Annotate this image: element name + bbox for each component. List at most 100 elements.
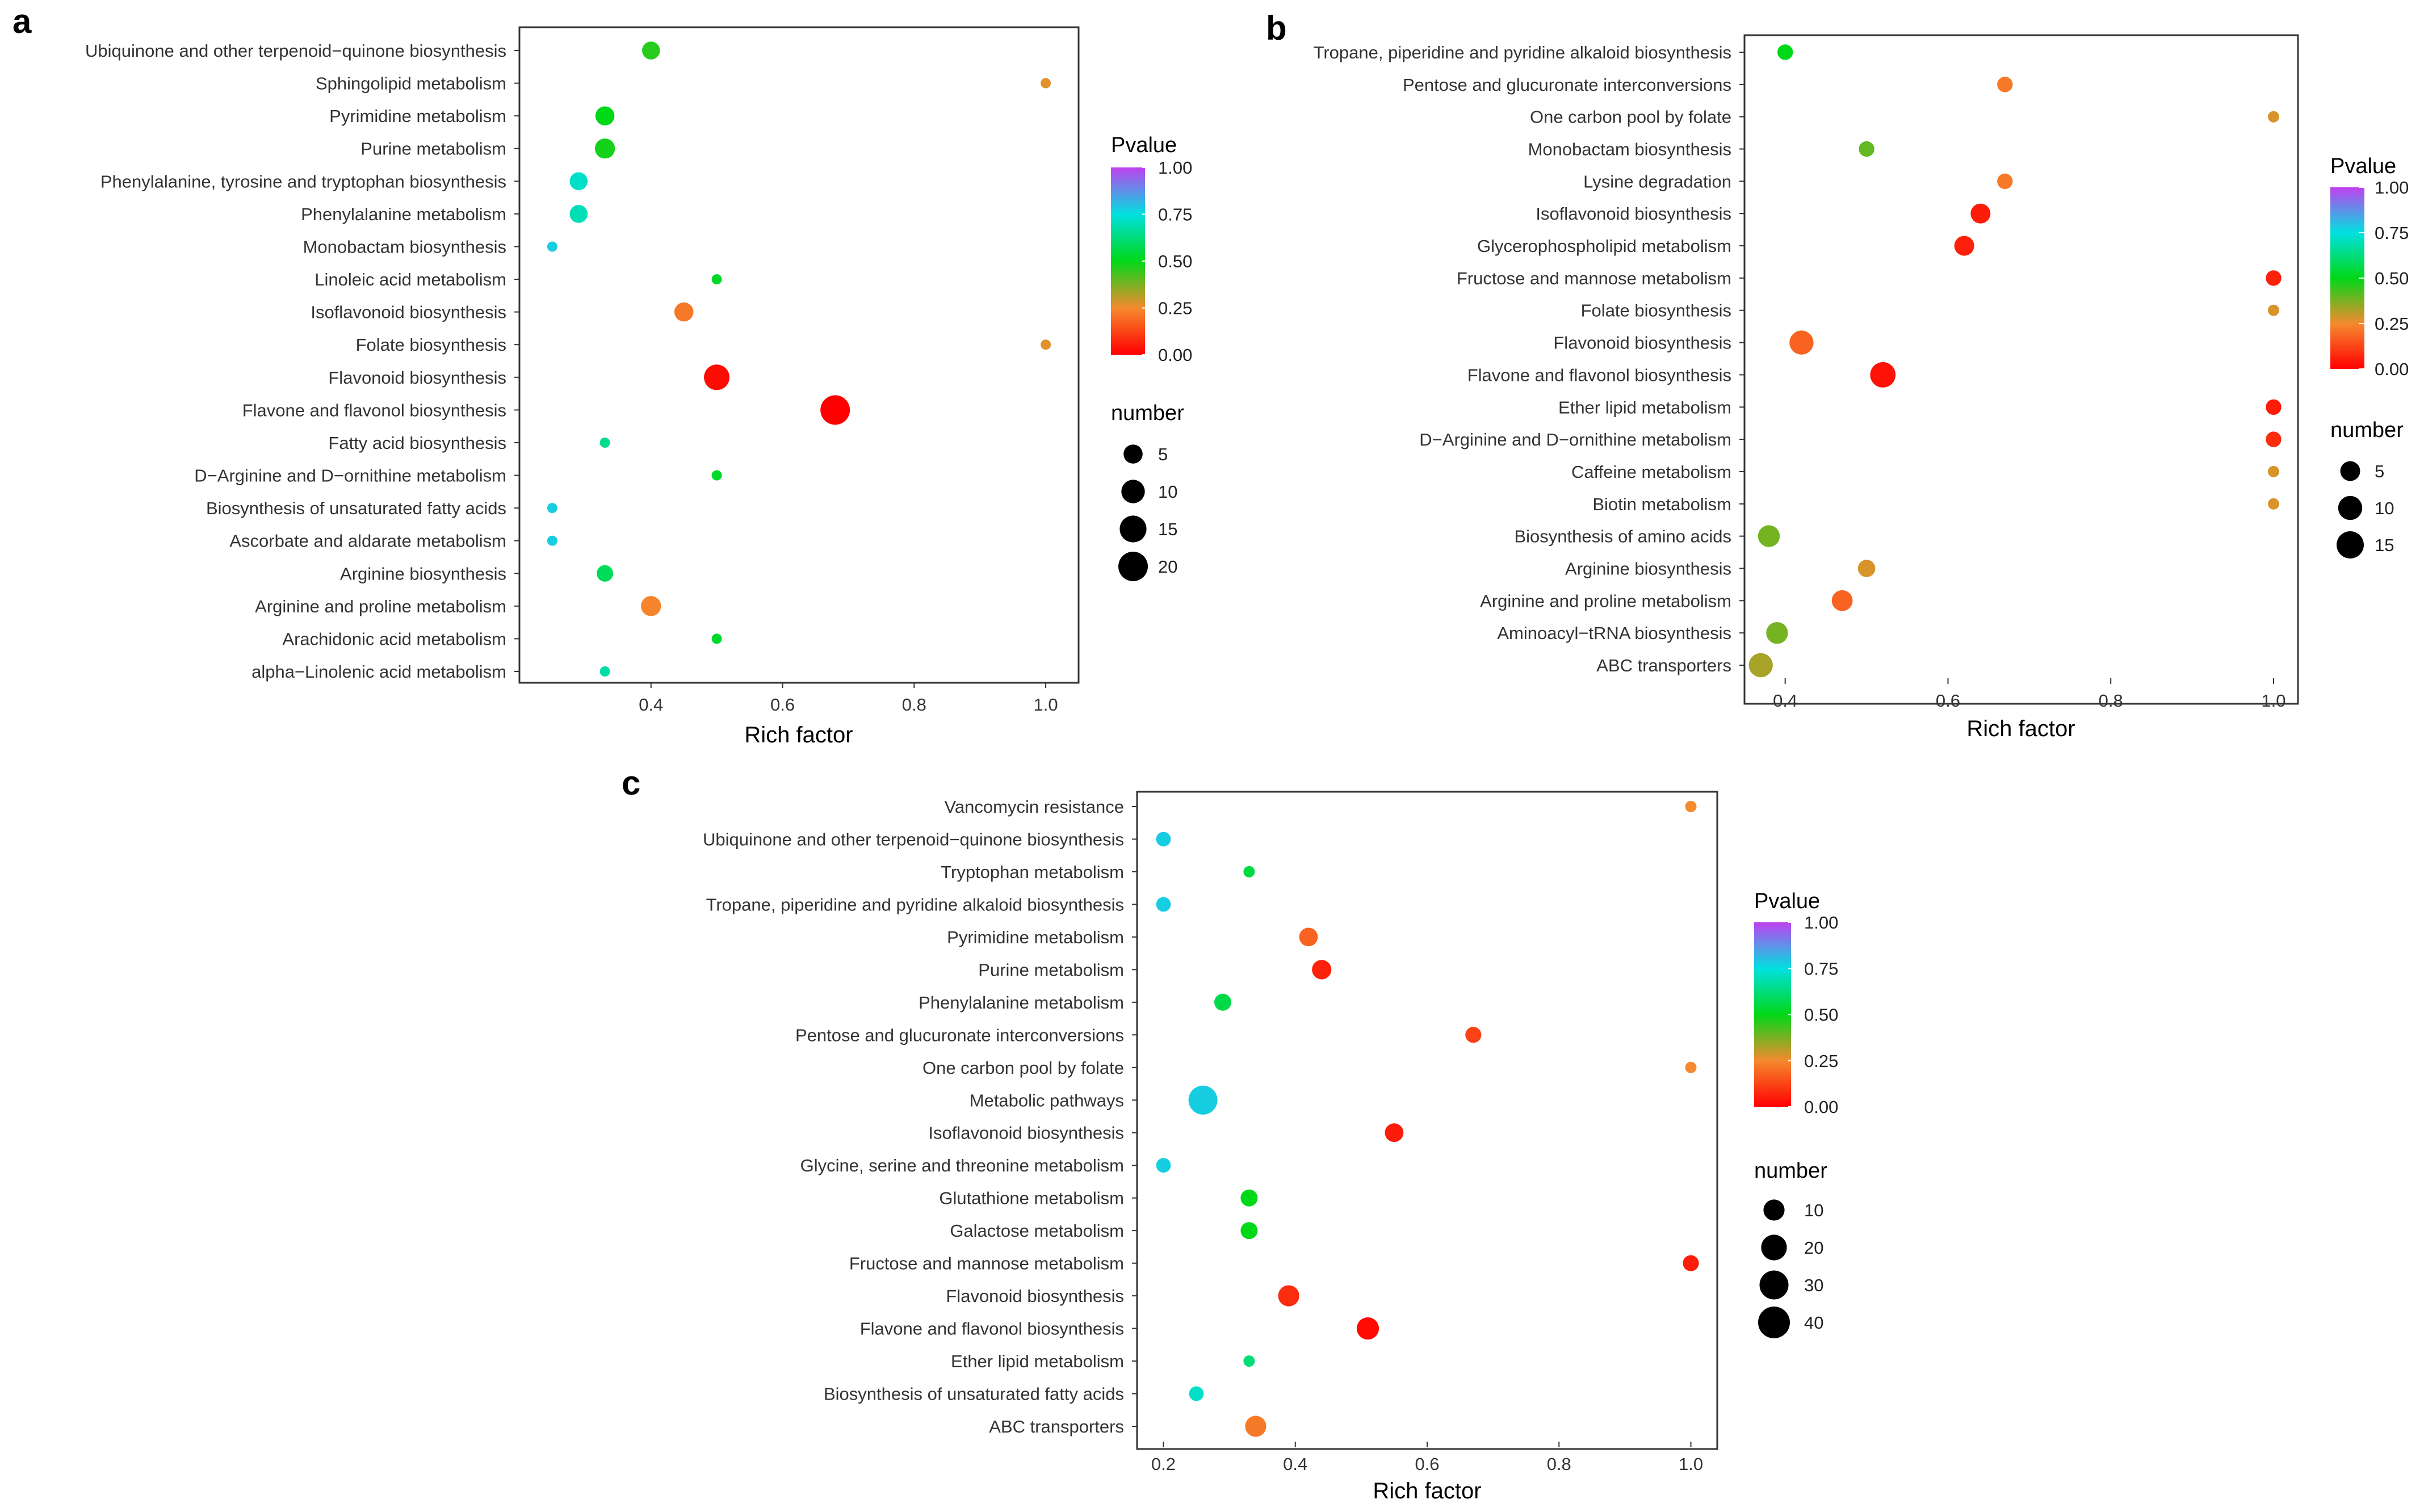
x-tick-label: 1.0 [1679, 1454, 1703, 1474]
pvalue-legend-label: 0.75 [2375, 223, 2409, 243]
panel-letter-a: a [12, 2, 32, 40]
category-label: Glycine, serine and threonine metabolism [800, 1156, 1124, 1175]
data-point [1954, 236, 1974, 256]
panel-a-x-label: Rich factor [744, 723, 853, 747]
pvalue-legend-label: 1.00 [2375, 178, 2409, 198]
pvalue-legend-label: 0.25 [2375, 314, 2409, 334]
data-point [2268, 111, 2279, 123]
category-label: Arginine and proline metabolism [1480, 591, 1731, 611]
size-legend-label: 10 [1804, 1200, 1823, 1220]
panel-b-pvalue-legend: Pvalue 1.00 0.75 0.50 0.25 0.00 [2330, 154, 2409, 379]
panel-b-points [1748, 44, 2282, 678]
panel-c-plot-area [1136, 791, 1718, 1450]
category-label: Galactose metabolism [950, 1221, 1124, 1241]
x-tick-label: 0.4 [639, 695, 663, 715]
x-tick-label: 0.6 [1936, 691, 1960, 711]
data-point [1970, 203, 1991, 224]
data-point [1189, 1386, 1204, 1401]
size-legend-dot [1761, 1234, 1787, 1261]
category-label: Folate biosynthesis [356, 335, 506, 355]
size-legend-label: 15 [2375, 535, 2394, 555]
size-legend-dot [1119, 515, 1147, 543]
category-label: Ether lipid metabolism [951, 1351, 1124, 1371]
category-label: Pentose and glucuronate interconversions [1403, 75, 1731, 95]
category-label: Fatty acid biosynthesis [328, 433, 506, 453]
size-legend-dot [2340, 461, 2360, 481]
data-point [711, 274, 722, 285]
data-point [547, 503, 557, 514]
data-point [1385, 1123, 1404, 1143]
data-point [1156, 831, 1171, 847]
category-label: Pentose and glucuronate interconversions [795, 1025, 1124, 1045]
panel-a-points [547, 41, 1051, 677]
panel-b: Tropane, piperidine and pyridine alkaloi… [1314, 34, 2409, 741]
size-legend-dot [1123, 444, 1143, 464]
category-label: Flavonoid biosynthesis [946, 1286, 1124, 1306]
category-label: Biosynthesis of unsaturated fatty acids [206, 498, 506, 518]
category-label: Linoleic acid metabolism [314, 270, 506, 289]
size-legend-dot [1759, 1270, 1789, 1300]
pvalue-legend-label: 0.50 [2375, 268, 2409, 288]
data-point [711, 470, 722, 481]
panel-c-points [1156, 801, 1699, 1437]
panel-letter-b: b [1266, 9, 1287, 47]
data-point [1777, 44, 1793, 60]
category-label: Tropane, piperidine and pyridine alkaloi… [706, 894, 1124, 914]
panel-b-number-legend: number 5 10 15 [2330, 418, 2404, 558]
data-point [1857, 560, 1876, 577]
category-label: Arginine and proline metabolism [255, 597, 506, 616]
pvalue-legend-label: 0.75 [1804, 959, 1838, 978]
data-point [1041, 78, 1051, 89]
category-label: Isoflavonoid biosynthesis [311, 303, 506, 322]
category-label: Caffeine metabolism [1571, 462, 1731, 482]
category-label: Ubiquinone and other terpenoid−quinone b… [85, 41, 506, 61]
category-label: Glutathione metabolism [939, 1188, 1124, 1208]
data-point [2268, 465, 2279, 477]
data-point [1870, 362, 1896, 388]
pvalue-legend-label: 0.50 [1158, 251, 1192, 271]
data-point [1859, 141, 1874, 157]
data-point [1156, 1158, 1171, 1173]
panel-b-x-ticks: 0.4 0.6 0.8 1.0 [1773, 678, 2286, 711]
pvalue-legend-label: 0.25 [1158, 299, 1192, 318]
panel-c: Vancomycin resistance Ubiquinone and othe… [703, 791, 1838, 1503]
category-label: alpha−Linolenic acid metabolism [251, 662, 506, 682]
panel-c-pvalue-legend: Pvalue 1.00 0.75 0.50 0.25 0.00 [1754, 889, 1838, 1117]
category-label: Phenylalanine metabolism [919, 993, 1124, 1013]
data-point [674, 302, 694, 322]
pvalue-legend-label: 1.00 [1158, 158, 1192, 178]
category-label: Metabolic pathways [970, 1090, 1124, 1110]
category-label: Biosynthesis of amino acids [1514, 527, 1731, 547]
pvalue-legend-label: 0.00 [1804, 1097, 1838, 1117]
panel-c-x-ticks: 0.2 0.4 0.6 0.8 1.0 [1151, 1442, 1703, 1474]
category-label: D−Arginine and D−ornithine metabolism [194, 466, 506, 486]
size-legend-dot [1121, 480, 1145, 503]
pvalue-legend-label: 0.50 [1804, 1005, 1838, 1025]
category-label: Ascorbate and aldarate metabolism [229, 531, 506, 551]
category-label: Sphingolipid metabolism [316, 74, 506, 94]
data-point [1312, 960, 1332, 980]
data-point [1245, 1416, 1266, 1437]
category-label: Monobactam biosynthesis [1528, 140, 1731, 159]
category-label: Arginine biosynthesis [340, 564, 506, 583]
category-label: Isoflavonoid biosynthesis [928, 1123, 1124, 1143]
x-tick-label: 0.4 [1283, 1454, 1307, 1474]
category-label: Fructose and mannose metabolism [1457, 268, 1731, 288]
panel-c-pvalue-legend-title: Pvalue [1754, 889, 1820, 913]
data-point [1465, 1027, 1482, 1043]
size-legend-dot [1118, 552, 1148, 581]
panel-c-x-label: Rich factor [1373, 1479, 1481, 1503]
data-point [641, 596, 661, 616]
size-legend-dot [2338, 495, 2363, 520]
category-label: Isoflavonoid biosynthesis [1536, 204, 1731, 224]
category-label: Purine metabolism [360, 139, 506, 159]
data-point [2266, 431, 2282, 447]
data-point [599, 437, 610, 448]
category-label: Flavone and flavonol biosynthesis [242, 400, 506, 420]
data-point [1278, 1285, 1299, 1307]
panel-b-number-legend-title: number [2330, 418, 2404, 442]
x-tick-label: 0.8 [902, 695, 926, 715]
data-point [595, 106, 615, 125]
panel-b-x-label: Rich factor [1966, 716, 2075, 741]
